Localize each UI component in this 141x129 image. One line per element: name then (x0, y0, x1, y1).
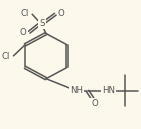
Text: S: S (39, 19, 45, 28)
Text: O: O (58, 9, 65, 18)
Text: NH: NH (70, 86, 83, 95)
Text: Cl: Cl (2, 52, 10, 61)
Text: O: O (91, 99, 98, 108)
Text: Cl: Cl (20, 9, 29, 18)
Text: O: O (20, 28, 27, 37)
Text: HN: HN (102, 86, 115, 95)
